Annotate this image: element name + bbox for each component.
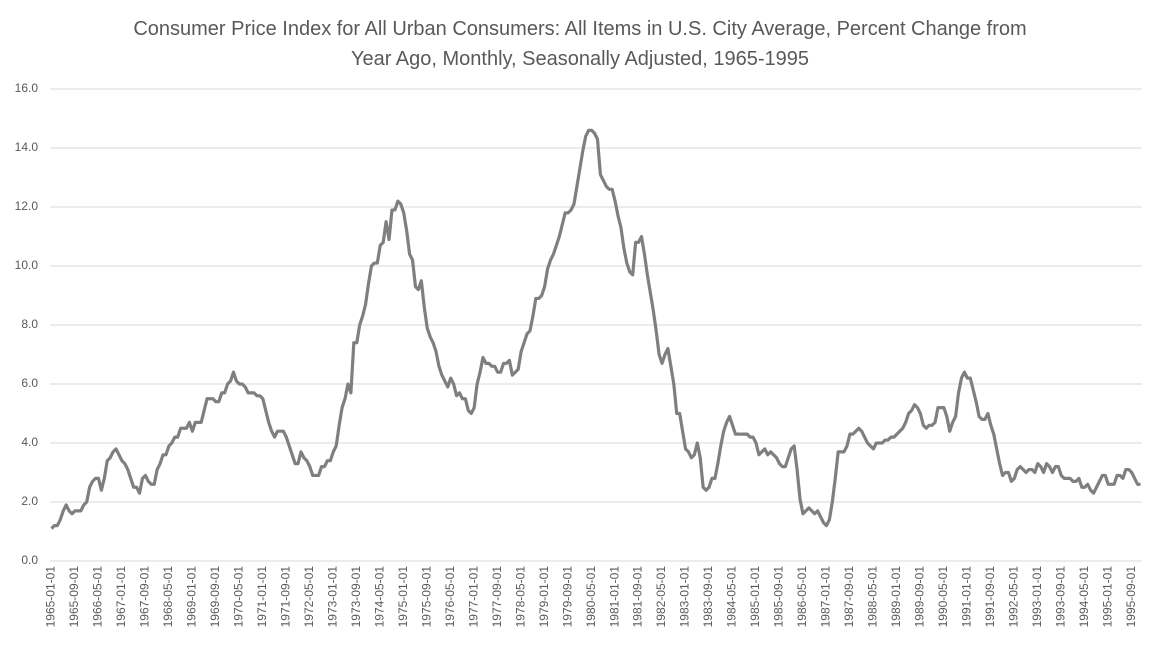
x-tick-label: 1969-09-01 <box>208 566 222 628</box>
x-tick-label: 1973-09-01 <box>349 566 363 628</box>
x-tick-label: 1993-01-01 <box>1030 566 1044 628</box>
x-tick-label: 1984-05-01 <box>725 566 739 628</box>
x-tick-label: 1969-01-01 <box>185 566 199 628</box>
x-tick-label: 1977-09-01 <box>490 566 504 628</box>
x-tick-label: 1987-01-01 <box>819 566 833 628</box>
x-tick-label: 1988-05-01 <box>866 566 880 628</box>
x-tick-label: 1979-09-01 <box>560 566 574 628</box>
y-tick-label: 10.0 <box>15 258 39 272</box>
y-tick-label: 6.0 <box>21 376 38 390</box>
x-tick-label: 1983-09-01 <box>701 566 715 628</box>
x-tick-label: 1995-01-01 <box>1100 566 1114 628</box>
x-tick-label: 1971-09-01 <box>278 566 292 628</box>
x-tick-label: 1992-05-01 <box>1006 566 1020 628</box>
x-tick-label: 1982-05-01 <box>654 566 668 628</box>
x-tick-label: 1965-01-01 <box>44 566 58 628</box>
x-tick-label: 1989-09-01 <box>913 566 927 628</box>
x-tick-label: 1985-09-01 <box>772 566 786 628</box>
x-tick-label: 1980-05-01 <box>584 566 598 628</box>
y-tick-label: 0.0 <box>21 553 38 567</box>
x-tick-label: 1991-09-01 <box>983 566 997 628</box>
y-tick-label: 2.0 <box>21 494 38 508</box>
x-tick-label: 1970-05-01 <box>232 566 246 628</box>
x-tick-label: 1978-05-01 <box>513 566 527 628</box>
y-tick-label: 4.0 <box>21 435 38 449</box>
x-tick-label: 1994-05-01 <box>1077 566 1091 628</box>
x-tick-label: 1979-01-01 <box>537 566 551 628</box>
data-line <box>50 128 1141 530</box>
x-tick-label: 1967-01-01 <box>114 566 128 628</box>
x-tick-label: 1986-05-01 <box>795 566 809 628</box>
x-tick-label: 1975-01-01 <box>396 566 410 628</box>
x-tick-label: 1971-01-01 <box>255 566 269 628</box>
x-tick-label: 1975-09-01 <box>419 566 433 628</box>
x-tick-label: 1967-09-01 <box>138 566 152 628</box>
x-tick-label: 1972-05-01 <box>302 566 316 628</box>
y-tick-label: 12.0 <box>15 199 39 213</box>
x-tick-label: 1968-05-01 <box>161 566 175 628</box>
y-tick-label: 16.0 <box>15 81 39 95</box>
chart-title: Consumer Price Index for All Urban Consu… <box>133 18 1027 70</box>
x-tick-label: 1981-01-01 <box>607 566 621 628</box>
x-tick-label: 1976-05-01 <box>443 566 457 628</box>
y-tick-label: 8.0 <box>21 317 38 331</box>
x-tick-label: 1985-01-01 <box>748 566 762 628</box>
x-tick-label: 1995-09-01 <box>1124 566 1138 628</box>
x-tick-label: 1973-01-01 <box>325 566 339 628</box>
x-tick-label: 1966-05-01 <box>91 566 105 628</box>
x-tick-label: 1990-05-01 <box>936 566 950 628</box>
x-tick-label: 1974-05-01 <box>372 566 386 628</box>
x-tick-label: 1983-01-01 <box>678 566 692 628</box>
x-tick-label: 1987-09-01 <box>842 566 856 628</box>
x-tick-label: 1989-01-01 <box>889 566 903 628</box>
y-tick-label: 14.0 <box>15 140 39 154</box>
x-tick-label: 1965-09-01 <box>67 566 81 628</box>
x-tick-label: 1991-01-01 <box>960 566 974 628</box>
x-tick-label: 1981-09-01 <box>631 566 645 628</box>
x-tick-label: 1993-09-01 <box>1053 566 1067 628</box>
x-tick-label: 1977-01-01 <box>466 566 480 628</box>
